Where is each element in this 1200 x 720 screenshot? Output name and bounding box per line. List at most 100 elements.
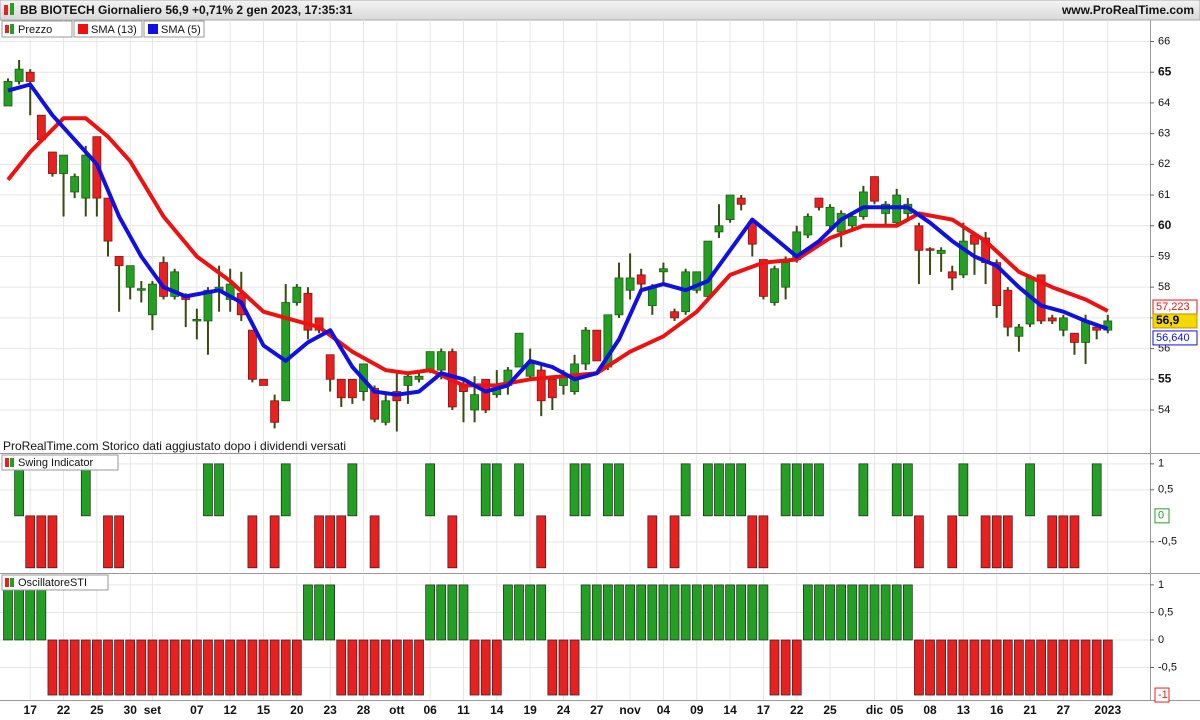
candle-body <box>1036 274 1046 322</box>
candle-body <box>136 288 146 291</box>
indicator-bar <box>703 463 713 517</box>
indicator-bar <box>447 584 458 641</box>
x-tick-label: 28 <box>357 703 371 717</box>
candle-body <box>636 274 646 285</box>
indicator-bar <box>25 584 36 641</box>
candle-body <box>81 154 91 199</box>
indicator-bar <box>280 639 291 696</box>
candle-body <box>170 271 180 297</box>
indicator-bar <box>3 584 13 641</box>
legend-box[interactable] <box>73 20 143 38</box>
indicator-bar <box>314 584 324 641</box>
candle-body <box>870 176 879 202</box>
indicator-bar <box>603 463 613 517</box>
candle-body <box>3 81 13 107</box>
indicator-bar <box>891 463 902 517</box>
indicator-bar <box>1036 639 1046 696</box>
indicator-bar <box>1025 463 1035 517</box>
indicator-bar <box>247 515 258 569</box>
indicator-bar <box>336 515 347 569</box>
indicator-bar <box>47 639 58 696</box>
indicator-bar <box>425 584 435 641</box>
candle-body <box>547 378 557 399</box>
candle-body <box>725 194 735 221</box>
indicator-bar <box>114 515 124 569</box>
indicator-bar <box>614 463 624 517</box>
indicator-bar <box>92 639 102 696</box>
indicator-bar <box>791 463 802 517</box>
indicator-bar <box>980 639 991 696</box>
indicator-bar <box>669 515 680 569</box>
indicator-bar <box>658 584 669 641</box>
candle-body <box>481 378 491 411</box>
indicator-bar <box>669 584 680 641</box>
indicator-bar <box>925 639 935 696</box>
candle-body <box>947 271 957 279</box>
indicator-bar <box>936 639 947 696</box>
indicator-bar <box>603 584 613 641</box>
indicator-bar <box>1058 515 1069 569</box>
candle-body <box>625 277 635 291</box>
indicator-bar <box>203 639 213 696</box>
legend-swatch <box>78 24 88 34</box>
indicator-bar <box>214 639 224 696</box>
header-bar <box>0 0 1200 21</box>
legend-icon <box>10 578 14 587</box>
candle-body <box>425 351 435 371</box>
indicator-bar <box>714 584 724 641</box>
y-tick-label: 61 <box>1158 189 1170 201</box>
x-tick-label: 25 <box>90 703 104 717</box>
candle-body <box>659 268 668 273</box>
candle-body <box>847 216 857 227</box>
indicator-bar <box>791 639 802 696</box>
indicator-bar <box>991 639 1002 696</box>
indicator-bar <box>580 584 591 641</box>
indicator-bar <box>758 515 769 569</box>
indicator-bar <box>591 584 602 641</box>
x-tick-label: 22 <box>790 703 804 717</box>
indicator-bar <box>269 639 280 696</box>
indicator-bar <box>69 639 80 696</box>
panel-title-box[interactable] <box>1 574 109 591</box>
candle-body <box>148 283 157 316</box>
indicator-bar <box>558 639 569 696</box>
panel-title-box[interactable] <box>1 454 119 471</box>
indicator-bar <box>369 515 380 569</box>
indicator-bar <box>647 584 658 641</box>
candle-body <box>436 351 446 371</box>
legend-icon <box>5 458 9 467</box>
header-site: www.ProRealTime.com <box>1061 3 1194 17</box>
indicator-bar <box>847 584 858 641</box>
y-tick-label: 60 <box>1158 218 1172 232</box>
candle-body <box>70 176 80 193</box>
candle-body <box>1014 326 1024 337</box>
indicator-bar <box>325 584 336 641</box>
candle-body <box>736 197 746 205</box>
candle-body <box>103 197 113 242</box>
indicator-bar <box>258 639 269 696</box>
candle-body <box>858 191 868 217</box>
candle-body <box>614 277 624 316</box>
legend-box[interactable] <box>1 20 73 38</box>
candle-body <box>259 378 268 386</box>
legend-box[interactable] <box>143 20 205 38</box>
indicator-bar <box>802 463 813 517</box>
y-tick-label: -0,5 <box>1158 536 1177 548</box>
candle-body <box>936 249 946 254</box>
candle-body <box>914 225 924 251</box>
x-tick-label: 07 <box>190 703 204 717</box>
indicator-bar <box>1047 639 1058 696</box>
candle-body <box>325 354 335 380</box>
legend-icon <box>10 458 14 467</box>
x-tick-label: 16 <box>990 703 1004 717</box>
indicator-bar <box>736 584 747 641</box>
candle-body <box>1081 320 1090 343</box>
indicator-bar <box>358 639 369 696</box>
legend-icon <box>10 24 14 34</box>
indicator-bar <box>902 463 913 517</box>
indicator-bar <box>914 515 924 569</box>
indicator-bar <box>525 584 535 641</box>
candle-body <box>536 369 546 402</box>
y-tick-label: 64 <box>1158 97 1170 109</box>
